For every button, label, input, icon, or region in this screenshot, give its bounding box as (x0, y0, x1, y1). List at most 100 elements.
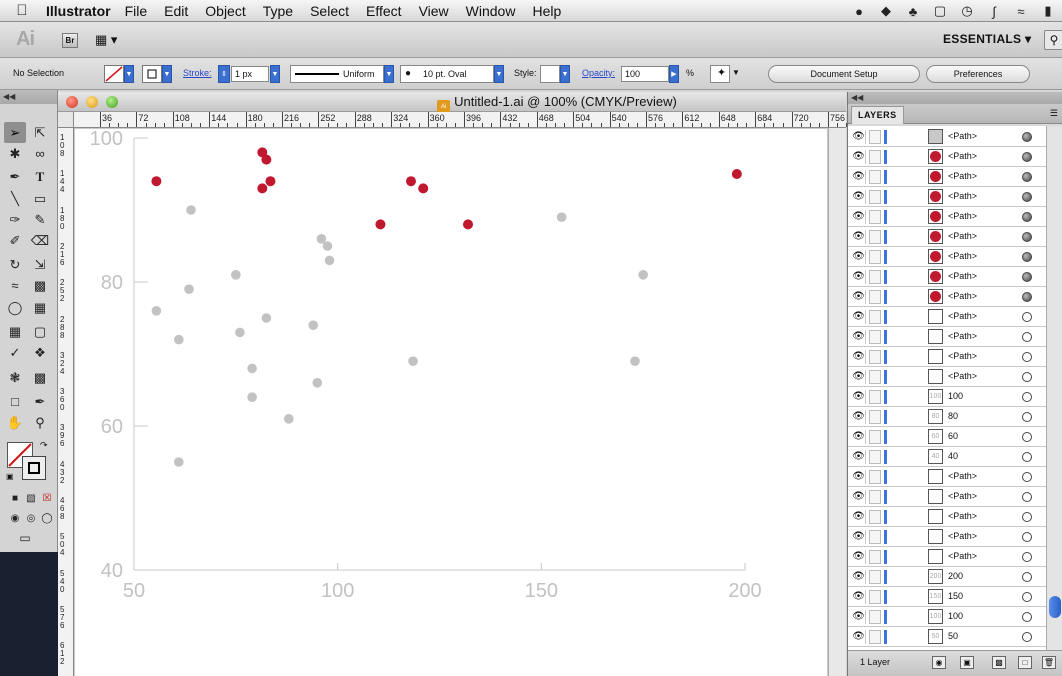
layer-row[interactable]: 👁 60 60 (848, 427, 1046, 447)
visibility-eye-icon[interactable]: 👁 (852, 390, 866, 404)
layer-row[interactable]: 👁 <Path> (848, 227, 1046, 247)
layer-row[interactable]: 👁 100 100 (848, 607, 1046, 627)
layer-name[interactable]: <Path> (948, 191, 978, 201)
default-fill-stroke-icon[interactable]: ▣ (6, 472, 14, 481)
lock-toggle[interactable] (869, 150, 881, 164)
visibility-eye-icon[interactable]: 👁 (852, 230, 866, 244)
lock-toggle[interactable] (869, 230, 881, 244)
search-icon[interactable]: ⚲ (1044, 30, 1062, 50)
visibility-eye-icon[interactable]: 👁 (852, 490, 866, 504)
target-circle-icon[interactable] (1022, 332, 1032, 342)
evernote-icon[interactable]: ● (855, 3, 863, 19)
none-mode-icon[interactable]: ☒ (42, 493, 52, 504)
target-circle-icon[interactable] (1022, 632, 1032, 642)
pen-tool-icon[interactable]: ✒ (9, 169, 21, 184)
lock-toggle[interactable] (869, 490, 881, 504)
lock-toggle[interactable] (869, 330, 881, 344)
opacity-field[interactable]: 100 (621, 66, 669, 82)
eyedropper-tool-icon[interactable]: ✓ (9, 345, 21, 360)
symbol-sprayer-tool-icon[interactable]: ❃ (9, 370, 21, 385)
target-circle-icon[interactable] (1022, 212, 1032, 222)
fill-dropdown[interactable]: ▼ (124, 65, 134, 83)
target-circle-icon[interactable] (1022, 532, 1032, 542)
layer-name[interactable]: 40 (948, 451, 959, 461)
menu-select[interactable]: Select (310, 2, 350, 19)
layer-name[interactable]: <Path> (948, 151, 978, 161)
delete-layer-icon[interactable]: 🗑 (1042, 656, 1056, 669)
layer-name[interactable]: <Path> (948, 131, 978, 141)
layers-scroll-thumb[interactable] (1049, 596, 1061, 618)
target-circle-icon[interactable] (1022, 352, 1032, 362)
layer-name[interactable]: <Path> (948, 311, 978, 321)
layer-name[interactable]: <Path> (948, 471, 978, 481)
time-machine-icon[interactable]: ◷ (961, 3, 973, 18)
lock-toggle[interactable] (869, 190, 881, 204)
apple-icon[interactable]:  (8, 2, 36, 19)
layer-name[interactable]: <Path> (948, 511, 978, 521)
recolor-artwork-icon[interactable]: ✦ (710, 65, 730, 83)
visibility-eye-icon[interactable]: 👁 (852, 330, 866, 344)
lock-toggle[interactable] (869, 630, 881, 644)
lock-toggle[interactable] (869, 370, 881, 384)
lock-toggle[interactable] (869, 310, 881, 324)
slice-tool-icon[interactable]: ✒ (34, 394, 46, 409)
display-icon[interactable]: ▢ (933, 3, 947, 18)
visibility-eye-icon[interactable]: 👁 (852, 210, 866, 224)
layer-name[interactable]: <Path> (948, 351, 978, 361)
target-circle-icon[interactable] (1022, 592, 1032, 602)
layer-row[interactable]: 👁 <Path> (848, 187, 1046, 207)
visibility-eye-icon[interactable]: 👁 (852, 470, 866, 484)
visibility-eye-icon[interactable]: 👁 (852, 590, 866, 604)
bridge-button[interactable]: Br (62, 33, 78, 48)
draw-inside-icon[interactable]: ◯ (41, 513, 53, 524)
hand-tool-icon[interactable]: ✋ (6, 415, 24, 430)
visibility-eye-icon[interactable]: 👁 (852, 190, 866, 204)
free-transform-tool-icon[interactable]: ▩ (33, 278, 47, 293)
layer-name[interactable]: 100 (948, 391, 964, 401)
target-circle-icon[interactable] (1022, 392, 1032, 402)
close-window-icon[interactable] (66, 96, 78, 108)
new-sublayer-icon[interactable]: ▩ (992, 656, 1006, 669)
direct-selection-tool-icon[interactable]: ⇱ (34, 125, 46, 140)
layer-row[interactable]: 👁 50 50 (848, 627, 1046, 647)
lock-toggle[interactable] (869, 530, 881, 544)
preferences-button[interactable]: Preferences (926, 65, 1030, 83)
blend-tool-icon[interactable]: ❖ (34, 345, 46, 360)
lock-toggle[interactable] (869, 590, 881, 604)
target-circle-icon[interactable] (1022, 292, 1032, 302)
lock-toggle[interactable] (869, 610, 881, 624)
layer-row[interactable]: 👁 <Path> (848, 147, 1046, 167)
ruler-origin[interactable] (58, 112, 74, 128)
target-circle-icon[interactable] (1022, 472, 1032, 482)
gradient-tool-icon[interactable]: ▢ (33, 324, 47, 339)
mesh-tool-icon[interactable]: ▦ (8, 324, 22, 339)
artboard-tool-icon[interactable]: □ (11, 394, 19, 409)
layer-row[interactable]: 👁 <Path> (848, 347, 1046, 367)
zoom-tool-icon[interactable]: ⚲ (35, 415, 45, 430)
draw-behind-icon[interactable]: ◎ (26, 513, 36, 524)
layer-name[interactable]: <Path> (948, 271, 978, 281)
layer-row[interactable]: 👁 <Path> (848, 547, 1046, 567)
document-setup-button[interactable]: Document Setup (768, 65, 920, 83)
layer-row[interactable]: 👁 <Path> (848, 487, 1046, 507)
stroke-label[interactable]: Stroke: (183, 68, 212, 78)
app-menu[interactable]: Illustrator (46, 2, 111, 19)
graphic-style-swatch[interactable] (540, 65, 560, 83)
layer-row[interactable]: 👁 <Path> (848, 267, 1046, 287)
arrange-documents-button[interactable]: ▦ ▾ (95, 32, 118, 47)
battery-icon[interactable]: ▮ (1044, 3, 1052, 18)
visibility-eye-icon[interactable]: 👁 (852, 270, 866, 284)
stroke-swatch[interactable] (142, 65, 162, 83)
lock-toggle[interactable] (869, 450, 881, 464)
sync-icon[interactable]: ♣ (908, 3, 918, 19)
layer-row[interactable]: 👁 <Path> (848, 247, 1046, 267)
layer-name[interactable]: 150 (948, 591, 964, 601)
target-circle-icon[interactable] (1022, 512, 1032, 522)
target-circle-icon[interactable] (1022, 492, 1032, 502)
lock-toggle[interactable] (869, 570, 881, 584)
visibility-eye-icon[interactable]: 👁 (852, 450, 866, 464)
layer-name[interactable]: 60 (948, 431, 959, 441)
graph-tool-icon[interactable]: ▩ (33, 370, 47, 385)
lock-toggle[interactable] (869, 390, 881, 404)
layer-row[interactable]: 👁 <Path> (848, 467, 1046, 487)
